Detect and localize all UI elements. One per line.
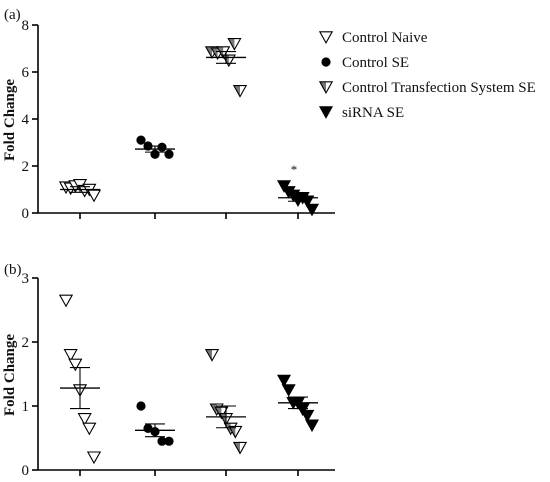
panel-a-point-1-3 bbox=[157, 142, 167, 152]
panel-a-point-3-6 bbox=[304, 203, 320, 217]
legend-marker-2 bbox=[318, 81, 334, 94]
panel-b-point-0-4 bbox=[77, 413, 92, 426]
panel-b-point-2-2 bbox=[214, 406, 229, 420]
chart-legend: Control Naive Control SE Control Transfect… bbox=[318, 30, 536, 121]
panel-b-point-0-2 bbox=[68, 358, 83, 372]
panel-b-point-3-1 bbox=[281, 384, 296, 397]
legend-marker-1 bbox=[321, 57, 331, 67]
panel-a-point-2-4 bbox=[227, 38, 242, 51]
panel-b-point-2-5-outline bbox=[228, 425, 243, 439]
panel-a-significance-annotation: * bbox=[291, 162, 298, 177]
panel-b-y-tick-label-1: 1 bbox=[22, 399, 30, 415]
panel-b-point-0-1 bbox=[63, 349, 78, 362]
panel-a-y-tick-label-0: 0 bbox=[22, 206, 30, 222]
panel-b-y-tick-label-3: 3 bbox=[22, 271, 30, 287]
legend-label-2: Control Transfection System SE bbox=[342, 80, 536, 96]
panel-b-point-1-4 bbox=[164, 436, 174, 446]
panel-b-point-3-6 bbox=[304, 419, 320, 433]
panel-b-point-1-3 bbox=[157, 436, 167, 446]
panel-b-y-tick-label-2: 2 bbox=[22, 335, 30, 351]
panel-b-point-3-0 bbox=[276, 374, 292, 388]
panel-a-point-2-5-outline bbox=[232, 85, 248, 98]
panel-b-point-2-0 bbox=[204, 349, 220, 362]
panel-label-b: (b) bbox=[4, 262, 22, 278]
panel-label-a: (a) bbox=[4, 7, 21, 23]
panel-b-point-0-5 bbox=[82, 422, 97, 436]
legend-marker-3 bbox=[318, 106, 334, 119]
panel-b-point-0-0 bbox=[58, 294, 74, 308]
panel-a-y-tick-label-3: 6 bbox=[22, 65, 30, 81]
panel-b-point-0-6 bbox=[86, 451, 102, 465]
chart-panel-a: 0 2 4 6 8 Fold Change * bbox=[2, 18, 335, 222]
panel-a-point-2-4-outline bbox=[227, 38, 242, 51]
panel-b-point-2-6-outline bbox=[232, 441, 248, 455]
panel-a-point-1-4 bbox=[164, 149, 174, 159]
panel-b-point-3-5 bbox=[300, 409, 315, 423]
chart-panel-b: 0 1 2 3 Fold Change bbox=[2, 271, 335, 479]
panel-b-point-2-2-outline bbox=[214, 406, 229, 420]
legend-label-1: Control SE bbox=[342, 55, 409, 71]
panel-a-y-tick-label-4: 8 bbox=[22, 18, 30, 34]
panel-a-point-2-3 bbox=[221, 54, 236, 68]
panel-b-point-2-6 bbox=[232, 441, 248, 455]
panel-b-point-1-0 bbox=[136, 401, 146, 411]
panel-a-y-tick-label-2: 4 bbox=[22, 112, 30, 128]
panel-a-y-tick-label-1: 2 bbox=[22, 159, 30, 175]
panel-b-y-tick-label-0: 0 bbox=[22, 463, 30, 479]
panel-a-point-0-6 bbox=[86, 189, 102, 203]
panel-b-y-axis-label: Fold Change bbox=[2, 334, 18, 416]
legend-marker-0 bbox=[318, 31, 334, 44]
panel-b-point-3-4 bbox=[295, 403, 310, 417]
panel-b-point-2-5 bbox=[228, 425, 243, 439]
legend-label-3: siRNA SE bbox=[342, 105, 404, 121]
panel-a-point-1-0 bbox=[136, 135, 146, 145]
legend-label-0: Control Naive bbox=[342, 30, 428, 46]
legend-marker-2-outline bbox=[318, 81, 334, 94]
panel-b-point-2-0-outline bbox=[204, 349, 220, 362]
panel-a-y-axis-label: Fold Change bbox=[2, 79, 18, 161]
panel-a-point-2-5 bbox=[232, 85, 248, 98]
